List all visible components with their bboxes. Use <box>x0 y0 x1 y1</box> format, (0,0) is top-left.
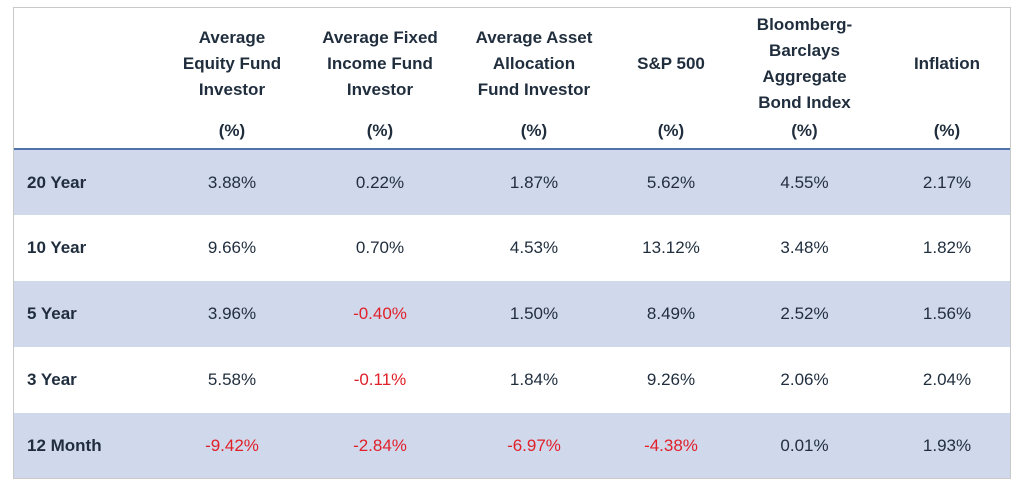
table-cell: 0.70% <box>355 238 405 257</box>
table-cell: 1.82% <box>922 238 972 257</box>
header-label: Bloomberg- Barclays Aggregate Bond Index <box>756 14 853 112</box>
table-cell: 2.06% <box>780 370 829 389</box>
header-unit: (%) <box>520 121 548 140</box>
table-cell: 5.62% <box>646 172 696 192</box>
row-label: 3 Year <box>27 370 77 389</box>
table-cell: -9.42% <box>205 436 259 455</box>
table-row-20-year: 20 Year 3.88% 0.22% 1.87% 5.62% 4.55% 2.… <box>14 149 1010 215</box>
row-label: 20 Year <box>27 172 87 192</box>
table-cell: 2.52% <box>780 304 829 323</box>
header-label: Average Fixed Income Fund Investor <box>322 27 438 99</box>
table-row-3-year: 3 Year 5.58% -0.11% 1.84% 9.26% 2.06% 2.… <box>14 347 1010 413</box>
table-cell: 4.53% <box>509 238 559 257</box>
table-cell: -0.40% <box>353 304 407 323</box>
row-label: 5 Year <box>27 304 77 323</box>
row-label: 12 Month <box>27 436 102 455</box>
header-cell-sp500: S&P 500 (%) <box>615 8 727 150</box>
header-label: Inflation <box>913 53 981 73</box>
table-row-5-year: 5 Year 3.96% -0.40% 1.50% 8.49% 2.52% 1.… <box>14 281 1010 347</box>
header-label: Average Equity Fund Investor <box>182 27 282 99</box>
table-cell: -6.97% <box>507 436 561 455</box>
returns-table-frame: Average Equity Fund Investor (%) Average … <box>13 7 1011 479</box>
table-cell: 1.56% <box>922 304 972 323</box>
header-unit: (%) <box>657 121 685 140</box>
table-cell: 1.84% <box>509 370 559 389</box>
table-cell: 3.96% <box>207 304 257 323</box>
row-label: 10 Year <box>27 238 87 257</box>
table-cell: 9.26% <box>646 370 696 389</box>
header-row: Average Equity Fund Investor (%) Average … <box>14 8 1010 150</box>
header-label: S&P 500 <box>637 53 705 73</box>
header-cell-blank <box>14 8 157 150</box>
table-cell: 9.66% <box>207 238 257 257</box>
returns-table: Average Equity Fund Investor (%) Average … <box>14 8 1010 478</box>
header-unit: (%) <box>791 121 818 140</box>
table-row-10-year: 10 Year 9.66% 0.70% 4.53% 13.12% 3.48% 1… <box>14 215 1010 281</box>
table-cell: 4.55% <box>780 172 829 192</box>
header-cell-equity: Average Equity Fund Investor (%) <box>157 8 307 150</box>
header-cell-fixed-income: Average Fixed Income Fund Investor (%) <box>307 8 453 150</box>
header-cell-inflation: Inflation (%) <box>882 8 1010 150</box>
table-cell: 3.88% <box>207 172 257 192</box>
table-cell: 2.17% <box>922 172 972 192</box>
table-cell: -0.11% <box>353 370 407 389</box>
table-cell: -4.38% <box>644 436 698 455</box>
header-unit: (%) <box>218 121 246 140</box>
table-cell: -2.84% <box>353 436 407 455</box>
table-cell: 1.87% <box>509 172 559 192</box>
header-unit: (%) <box>933 121 961 140</box>
table-cell: 8.49% <box>646 304 696 323</box>
header-cell-bond-index: Bloomberg- Barclays Aggregate Bond Index… <box>727 8 882 150</box>
table-cell: 2.04% <box>922 370 972 389</box>
table-cell: 13.12% <box>642 238 700 257</box>
table-cell: 5.58% <box>207 370 257 389</box>
header-cell-asset-allocation: Average Asset Allocation Fund Investor (%… <box>453 8 615 150</box>
header-label: Average Asset Allocation Fund Investor <box>475 27 593 99</box>
table-cell: 3.48% <box>780 238 829 257</box>
header-unit: (%) <box>366 121 394 140</box>
table-cell: 0.01% <box>780 436 829 455</box>
table-cell: 1.93% <box>922 436 972 455</box>
table-cell: 1.50% <box>509 304 559 323</box>
table-cell: 0.22% <box>355 172 405 192</box>
table-row-12-month: 12 Month -9.42% -2.84% -6.97% -4.38% 0.0… <box>14 413 1010 478</box>
